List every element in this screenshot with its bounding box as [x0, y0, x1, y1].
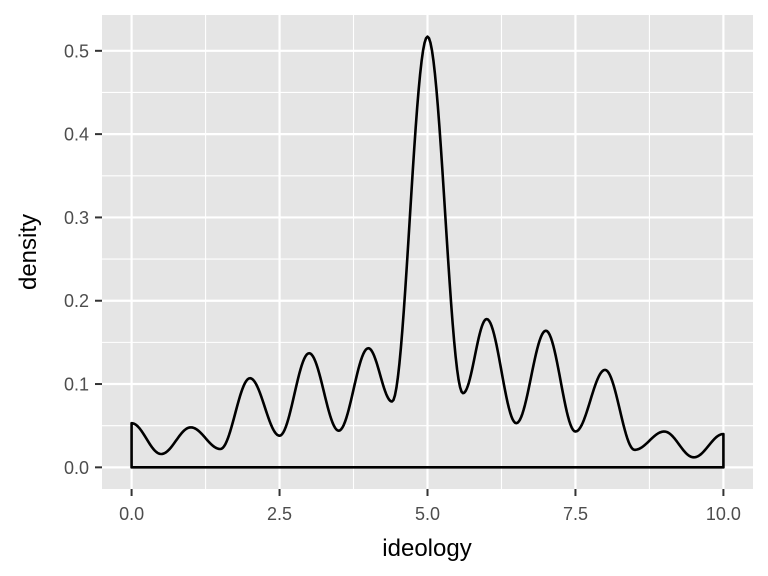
x-axis-ticks: 0.0 2.5 5.0 7.5 10.0	[119, 489, 741, 524]
y-axis-title: density	[15, 214, 42, 290]
y-tick-label: 0.0	[64, 458, 89, 478]
x-tick-label: 2.5	[267, 504, 292, 524]
y-tick-label: 0.4	[64, 125, 89, 145]
y-tick-label: 0.3	[64, 208, 89, 228]
x-tick-label: 7.5	[563, 504, 588, 524]
y-tick-label: 0.1	[64, 375, 89, 395]
y-axis-ticks: 0.0 0.1 0.2 0.3 0.4 0.5	[64, 41, 102, 478]
y-tick-label: 0.5	[64, 41, 89, 61]
x-tick-label: 5.0	[415, 504, 440, 524]
x-tick-label: 10.0	[706, 504, 741, 524]
x-tick-label: 0.0	[119, 504, 144, 524]
y-tick-label: 0.2	[64, 291, 89, 311]
density-curve	[130, 35, 725, 469]
x-axis-title: ideology	[382, 535, 471, 562]
